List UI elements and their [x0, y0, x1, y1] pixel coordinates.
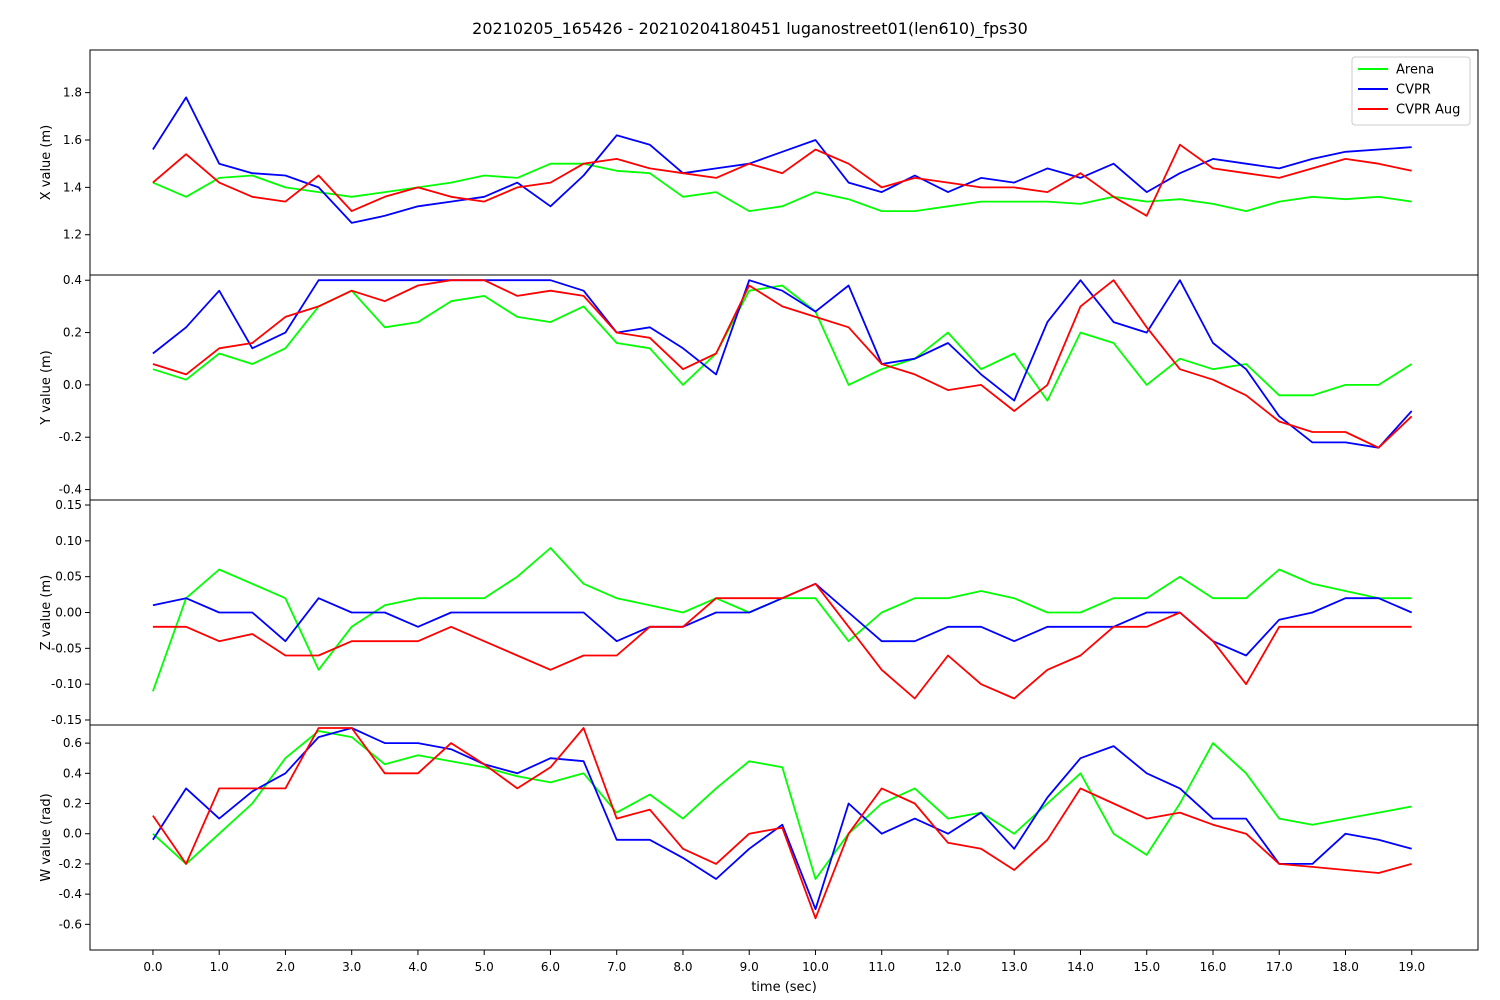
y-tick-label: 1.8	[63, 86, 82, 100]
x-tick-label: 9.0	[740, 960, 759, 974]
y-tick-label: 0.0	[63, 827, 82, 841]
x-axis: 0.0 1.0 2.0 3.0 4.0 5.0 6.0 7.0 8.0 9.0 10.0 11.0 12…	[143, 950, 1425, 974]
x-tick-label: 12.0	[935, 960, 962, 974]
y-axis-label: X value (m)	[39, 125, 54, 201]
x-tick-label: 15.0	[1133, 960, 1160, 974]
y-tick-label: 0.4	[63, 273, 82, 287]
y-axis-label: W value (rad)	[39, 793, 54, 881]
series-line-arena	[152, 730, 1412, 880]
y-tick-label: -0.15	[51, 713, 82, 727]
y-tick-label: -0.2	[59, 857, 82, 871]
legend: Arena CVPR CVPR Aug	[1351, 56, 1471, 126]
chart-panels: 1.2 1.4 1.6 1.8 X value (m) -0.4 -0.2 0.0 0.2 0.4…	[39, 49, 1479, 951]
y-tick-label: 1.2	[63, 228, 82, 242]
panel-frame	[89, 49, 1479, 276]
x-tick-label: 11.0	[868, 960, 895, 974]
panel-frame	[89, 499, 1479, 726]
x-axis-label: time (sec)	[751, 980, 817, 995]
x-tick-label: 5.0	[475, 960, 494, 974]
x-tick-label: 4.0	[408, 960, 427, 974]
y-tick-label: -0.05	[51, 641, 82, 655]
x-tick-label: 8.0	[673, 960, 692, 974]
panel-3: -0.15 -0.10 -0.05 0.00 0.05 0.10 0.15 Z value (…	[39, 498, 1479, 727]
series-line-cvpr	[152, 279, 1413, 449]
x-tick-label: 13.0	[1001, 960, 1028, 974]
y-tick-label: 0.0	[63, 378, 82, 392]
x-tick-label: 19.0	[1398, 960, 1425, 974]
y-tick-label: 0.2	[63, 326, 82, 340]
x-tick-label: 6.0	[541, 960, 560, 974]
y-tick-label: -0.6	[59, 917, 82, 931]
panel-2: -0.4 -0.2 0.0 0.2 0.4 Y value (m)	[39, 273, 1479, 501]
series-line-arena	[152, 547, 1412, 692]
x-tick-label: 3.0	[342, 960, 361, 974]
y-tick-label: -0.2	[59, 430, 82, 444]
y-tick-label: -0.10	[51, 677, 82, 691]
series-line-arena	[152, 162, 1412, 213]
y-tick-label: 0.4	[63, 766, 82, 780]
series-line-arena	[152, 284, 1413, 402]
panel-frame	[89, 724, 1479, 951]
y-tick-label: 0.05	[55, 570, 82, 584]
y-tick-label: 0.6	[63, 736, 82, 750]
series-line-cvpr	[152, 727, 1412, 911]
x-tick-label: 1.0	[210, 960, 229, 974]
series-line-cvpr	[152, 96, 1412, 224]
y-tick-label: -0.4	[59, 887, 82, 901]
panel-4: -0.6 -0.4 -0.2 0.0 0.2 0.4 0.6 W value (rad)	[39, 724, 1479, 951]
chart-title: 20210205_165426 - 20210204180451 luganos…	[472, 19, 1028, 39]
series-line-cvpr-aug	[152, 582, 1412, 700]
x-tick-label: 7.0	[607, 960, 626, 974]
legend-entry: CVPR Aug	[1396, 103, 1460, 118]
x-tick-label: 18.0	[1332, 960, 1359, 974]
y-axis-label: Z value (m)	[39, 575, 54, 651]
y-tick-label: 1.4	[63, 180, 82, 194]
panel-1: 1.2 1.4 1.6 1.8 X value (m)	[39, 49, 1479, 276]
legend-entry: CVPR	[1396, 83, 1431, 98]
series-line-cvpr-aug	[152, 279, 1413, 449]
series-line-cvpr-aug	[152, 727, 1412, 920]
y-tick-label: 0.15	[55, 498, 82, 512]
y-tick-label: 0.00	[55, 606, 82, 620]
x-tick-label: 0.0	[143, 960, 162, 974]
x-tick-label: 10.0	[802, 960, 829, 974]
y-tick-label: -0.4	[59, 483, 82, 497]
x-tick-label: 17.0	[1266, 960, 1293, 974]
x-tick-label: 14.0	[1067, 960, 1094, 974]
y-axis-label: Y value (m)	[39, 350, 54, 426]
legend-entry: Arena	[1396, 63, 1434, 78]
series-line-cvpr-aug	[152, 143, 1412, 217]
y-tick-label: 0.10	[55, 534, 82, 548]
x-tick-label: 16.0	[1200, 960, 1227, 974]
y-tick-label: 0.2	[63, 797, 82, 811]
y-tick-label: 1.6	[63, 133, 82, 147]
x-tick-label: 2.0	[276, 960, 295, 974]
